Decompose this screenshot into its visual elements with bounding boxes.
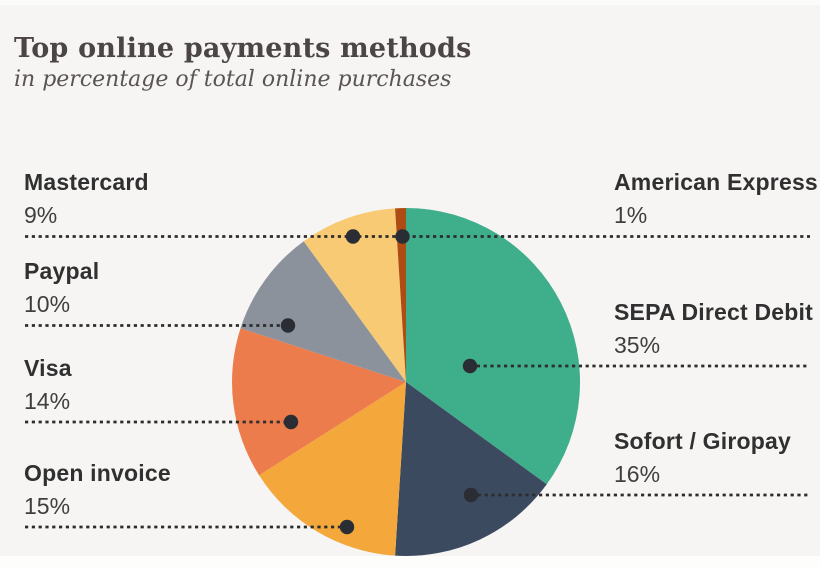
chart-title: Top online payments methods bbox=[14, 33, 472, 64]
label-sofort-giropay-pct: 16% bbox=[614, 461, 661, 487]
bottom-edge-strip bbox=[0, 556, 820, 568]
label-paypal-pct: 10% bbox=[24, 291, 71, 317]
leader-dot-paypal bbox=[280, 318, 296, 333]
label-paypal: Paypal 10% bbox=[24, 258, 284, 316]
title-block: Top online payments methods in percentag… bbox=[14, 34, 472, 92]
label-sepa-direct-debit-pct: 35% bbox=[614, 332, 661, 358]
leader-dot-sepa-direct-debit bbox=[462, 358, 478, 374]
label-sepa-direct-debit: SEPA Direct Debit 35% bbox=[614, 299, 820, 357]
pie-slice-paypal bbox=[240, 241, 406, 382]
chart-subtitle: in percentage of total online purchases bbox=[14, 66, 452, 92]
label-visa-pct: 14% bbox=[24, 388, 71, 414]
label-mastercard-name: Mastercard bbox=[24, 169, 149, 195]
leader-dot-american-express bbox=[395, 229, 410, 244]
label-visa: Visa 14% bbox=[24, 355, 284, 413]
pie-slice-sofort-giropay bbox=[395, 382, 547, 557]
pie-slice-open-invoice bbox=[259, 382, 406, 556]
leader-dot-visa bbox=[283, 414, 299, 430]
label-sofort-giropay: Sofort / Giropay 16% bbox=[614, 428, 820, 486]
label-open-invoice-pct: 15% bbox=[24, 493, 71, 519]
label-sepa-direct-debit-name: SEPA Direct Debit bbox=[614, 299, 813, 325]
pie-slice-mastercard bbox=[303, 208, 406, 382]
top-edge-strip bbox=[0, 0, 820, 5]
leader-dot-mastercard bbox=[345, 229, 361, 244]
leader-dot-open-invoice bbox=[339, 519, 355, 535]
label-mastercard: Mastercard 9% bbox=[24, 169, 284, 227]
pie-slice-sepa-direct-debit bbox=[406, 208, 580, 485]
label-american-express-pct: 1% bbox=[614, 202, 648, 228]
label-american-express: American Express 1% bbox=[614, 169, 820, 227]
label-open-invoice: Open invoice 15% bbox=[24, 460, 284, 518]
pie-slice-american-express bbox=[395, 207, 406, 382]
label-paypal-name: Paypal bbox=[24, 258, 100, 284]
pie-slice-visa bbox=[232, 328, 406, 476]
label-visa-name: Visa bbox=[24, 355, 72, 381]
label-sofort-giropay-name: Sofort / Giropay bbox=[614, 428, 791, 454]
leader-dot-sofort-giropay bbox=[463, 487, 479, 503]
label-open-invoice-name: Open invoice bbox=[24, 460, 171, 486]
label-mastercard-pct: 9% bbox=[24, 202, 58, 228]
label-american-express-name: American Express bbox=[614, 169, 818, 195]
